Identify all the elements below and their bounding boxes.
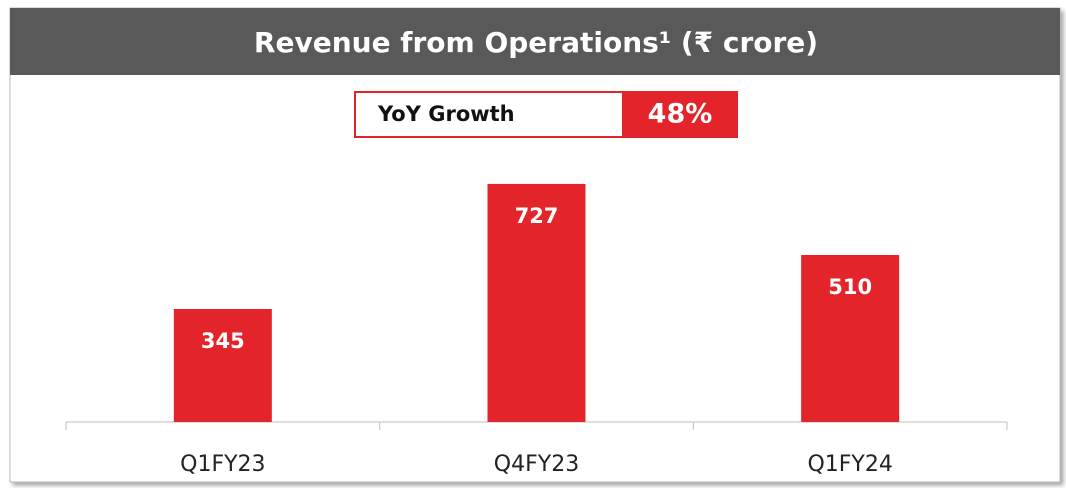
bar <box>173 309 272 422</box>
x-tick-label: Q1FY24 <box>807 452 892 477</box>
callout-box <box>354 91 624 138</box>
bar <box>487 183 586 422</box>
callout-value-box <box>623 91 738 138</box>
x-tick-label: Q4FY23 <box>494 452 579 477</box>
data-label: 510 <box>828 275 872 299</box>
callout-value: 48% <box>648 99 713 130</box>
data-label: 345 <box>201 329 245 353</box>
chart-title: Revenue from Operations¹ (₹ crore) <box>254 26 818 59</box>
data-label: 727 <box>515 204 559 228</box>
x-tick-label: Q1FY23 <box>180 452 265 477</box>
callout-label: YoY Growth <box>377 102 515 126</box>
bar <box>801 254 900 422</box>
header-bar <box>10 8 1060 75</box>
